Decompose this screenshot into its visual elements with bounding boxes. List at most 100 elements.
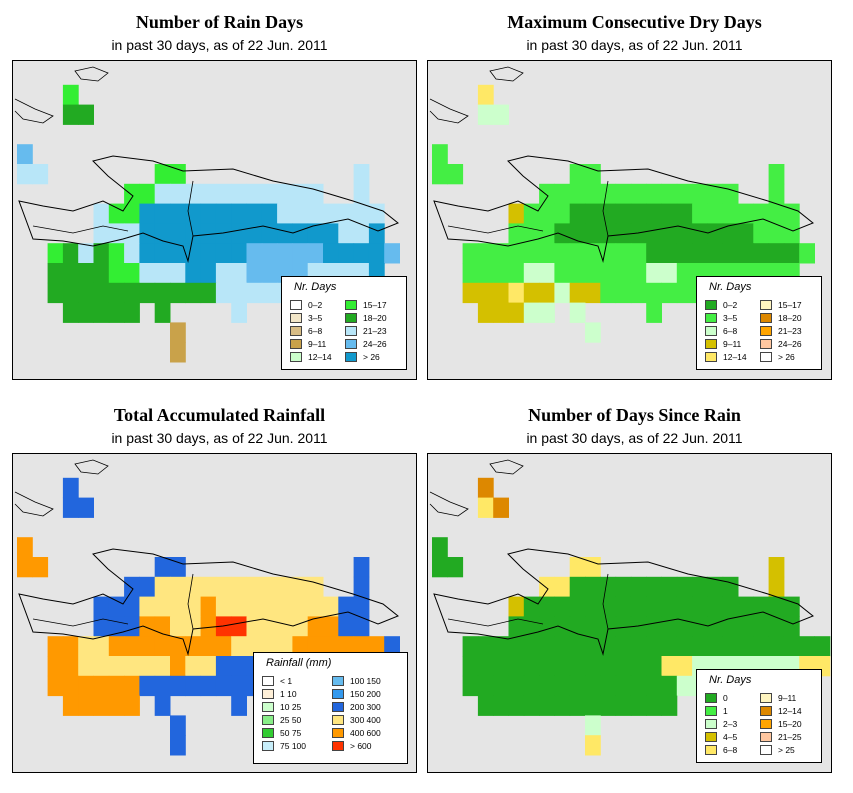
grid-cell	[200, 616, 217, 637]
grid-cell	[661, 675, 678, 697]
grid-cell	[170, 164, 186, 185]
grid-cell	[707, 576, 724, 598]
grid-cell	[462, 636, 479, 657]
grid-cell	[292, 183, 309, 205]
grid-cell	[384, 243, 400, 264]
grid-cell	[432, 144, 448, 165]
grid-cell	[200, 576, 217, 598]
grid-cell	[523, 302, 540, 323]
grid-cell	[477, 243, 494, 264]
grid-cell	[707, 243, 724, 264]
grid-cell	[139, 675, 156, 697]
grid-cell	[630, 183, 647, 205]
map-grid	[14, 66, 400, 363]
grid-cell	[62, 656, 79, 677]
map-legend: Rainfall (mm) < 1 1 10 10 25 25 50 50 75 75 1…	[253, 652, 408, 764]
grid-cell	[462, 282, 479, 304]
legend-swatch	[705, 299, 717, 310]
grid-cell	[78, 497, 94, 518]
panel-max-dry-days: Maximum Consecutive Dry Days in past 30 …	[427, 0, 842, 395]
legend-label: > 26	[363, 351, 380, 362]
legend-item: 1	[705, 705, 728, 716]
legend-label: 0–2	[723, 299, 738, 310]
grid-cell	[585, 183, 601, 205]
legend-item: 21–23	[345, 325, 387, 336]
grid-cell	[630, 243, 647, 264]
grid-cell	[692, 636, 708, 657]
legend-label: 3–5	[308, 312, 323, 323]
grid-cell	[47, 263, 64, 284]
grid-cell	[661, 636, 678, 657]
grid-cell	[646, 695, 662, 716]
grid-cell	[738, 243, 754, 264]
grid-cell	[231, 616, 247, 637]
grid-cell	[661, 183, 678, 205]
legend-item: 3–5	[290, 312, 322, 323]
legend-item: 2–3	[705, 718, 737, 729]
legend-item: 18–20	[345, 312, 387, 323]
grid-cell	[353, 203, 370, 224]
grid-cell	[661, 263, 678, 284]
grid-cell	[17, 557, 33, 578]
legend-item: < 1	[262, 675, 292, 686]
legend-label: 21–23	[363, 325, 387, 336]
grid-cell	[783, 203, 800, 224]
grid-cell	[307, 616, 324, 637]
grid-cell	[78, 243, 94, 264]
map-frame: Nr. Days 0–2 3–5 6–8 9–11 12–14 15–17 18–20 21–…	[427, 60, 832, 380]
grid-cell	[47, 636, 64, 657]
legend-swatch	[760, 731, 772, 742]
grid-cell	[17, 164, 33, 185]
legend-label: 6–8	[723, 325, 738, 336]
grid-cell	[585, 735, 601, 756]
grid-cell	[170, 203, 186, 224]
grid-cell	[292, 576, 309, 598]
grid-cell	[307, 636, 324, 657]
legend-label: 15–17	[778, 299, 802, 310]
grid-cell	[615, 223, 632, 244]
grid-cell	[462, 675, 479, 697]
grid-cell	[124, 203, 140, 224]
grid-cell	[630, 636, 647, 657]
legend-label: 18–20	[778, 312, 802, 323]
grid-cell	[231, 596, 247, 617]
grid-cell	[523, 263, 540, 284]
grid-cell	[707, 203, 724, 224]
grid-cell	[185, 203, 202, 224]
grid-cell	[508, 302, 525, 323]
legend-swatch	[332, 688, 344, 699]
grid-cell	[722, 183, 739, 205]
grid-cell	[323, 203, 339, 224]
grid-cell	[353, 557, 370, 578]
grid-cell	[432, 557, 448, 578]
grid-cell	[32, 557, 49, 578]
legend-item: 6–8	[705, 325, 737, 336]
grid-cell	[93, 203, 110, 224]
border-line	[32, 573, 194, 630]
legend-label: 200 300	[350, 701, 381, 712]
grid-cell	[615, 656, 632, 677]
grid-cell	[630, 596, 647, 617]
legend-label: 9–11	[308, 338, 327, 349]
legend-swatch	[262, 688, 274, 699]
legend-item: > 600	[332, 740, 372, 751]
grid-cell	[200, 636, 217, 657]
grid-cell	[630, 576, 647, 598]
grid-cell	[108, 243, 125, 264]
grid-cell	[93, 675, 110, 697]
grid-cell	[47, 243, 64, 264]
grid-cell	[200, 675, 217, 697]
grid-cell	[139, 183, 156, 205]
grid-cell	[523, 656, 540, 677]
grid-cell	[477, 695, 494, 716]
grid-cell	[108, 282, 125, 304]
grid-cell	[738, 596, 754, 617]
grid-cell	[615, 282, 632, 304]
grid-cell	[676, 183, 693, 205]
grid-cell	[600, 596, 617, 617]
grid-cell	[615, 675, 632, 697]
legend-item: 400 600	[332, 727, 381, 738]
legend-swatch	[345, 351, 357, 362]
grid-cell	[231, 576, 247, 598]
grid-cell	[323, 616, 339, 637]
